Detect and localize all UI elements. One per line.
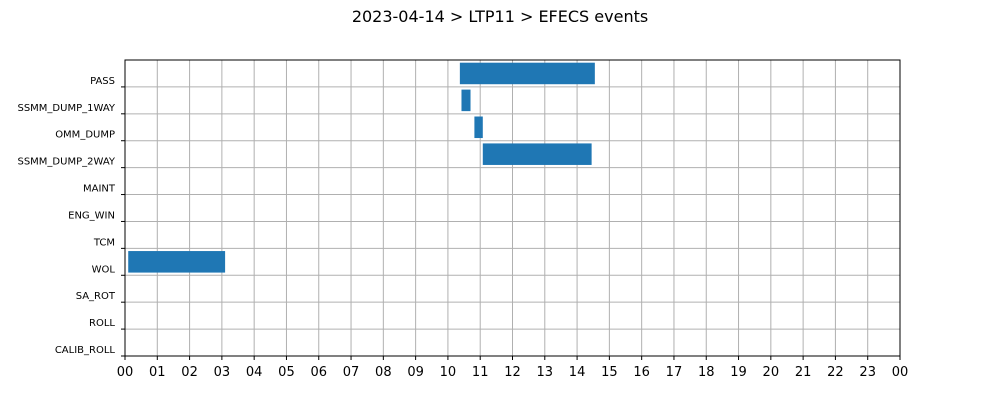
x-tick-label: 11 [472,365,489,380]
event-bar-ssmm-dump-1way [461,89,471,112]
x-tick-label: 08 [375,365,392,380]
y-tick-label: SA_ROT [76,291,116,302]
grid [125,60,900,356]
x-tick-label: 10 [440,365,457,380]
y-tick-label: SSMM_DUMP_1WAY [17,103,115,114]
x-tick-label: 17 [666,365,683,380]
x-tick-label: 12 [504,365,521,380]
x-tick-label: 23 [859,365,876,380]
event-bar-wol [128,251,226,273]
x-tick-label: 00 [892,365,909,380]
event-bar-pass [459,62,595,85]
x-tick-label: 01 [149,365,166,380]
x-tick-label: 20 [763,365,780,380]
y-tick-label: OMM_DUMP [55,130,115,141]
y-tick-label: SSMM_DUMP_2WAY [17,157,115,168]
x-tick-label: 16 [633,365,650,380]
event-bar-omm-dump [474,116,483,139]
x-tick-label: 14 [569,365,586,380]
y-tick-label: PASS [90,76,115,87]
y-tick-label: TCM [93,237,115,248]
event-bar-ssmm-dump-2way [482,143,592,165]
x-tick-label: 19 [730,365,747,380]
x-tick-label: 18 [698,365,715,380]
x-tick-label: 05 [278,365,295,380]
x-tick-label: 06 [310,365,327,380]
x-tick-label: 13 [537,365,554,380]
y-tick-label: CALIB_ROLL [55,345,116,356]
x-tick-label: 21 [795,365,812,380]
x-tick-label: 07 [343,365,360,380]
x-tick-label: 15 [601,365,618,380]
y-tick-label: WOL [92,264,116,275]
x-tick-label: 02 [181,365,198,380]
x-tick-label: 03 [214,365,231,380]
y-axis: PASS SSMM_DUMP_1WAY OMM_DUMP SSMM_DUMP_2WAY… [17,76,125,357]
chart-title: 2023-04-14 > LTP11 > EFECS events [352,7,648,26]
bars [128,62,595,273]
plot-frame [124,59,901,357]
x-tick-label: 09 [407,365,424,380]
x-axis: 00 01 02 03 04 05 06 07 08 09 10 11 12 13 14 15 16 17 18 19… [117,356,909,380]
x-tick-label: 22 [827,365,844,380]
y-tick-label: ENG_WIN [68,210,115,221]
y-tick-label: MAINT [83,184,116,195]
y-tick-label: ROLL [89,318,115,329]
x-tick-label: 00 [117,365,134,380]
x-tick-label: 04 [246,365,263,380]
